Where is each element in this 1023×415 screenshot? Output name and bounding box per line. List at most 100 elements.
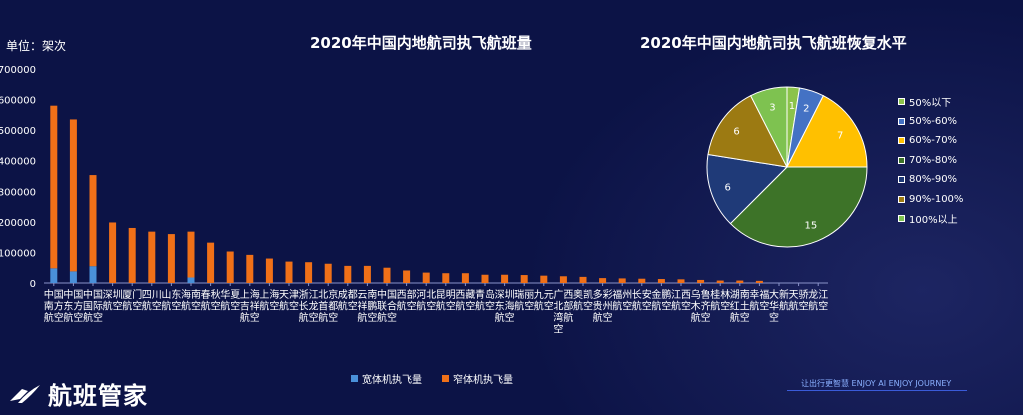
bar-segment bbox=[89, 266, 97, 283]
x-tick-label: 九元航空 bbox=[534, 289, 554, 313]
legend-label: 50%-60% bbox=[909, 115, 958, 127]
x-tick-label: 江西航空 bbox=[671, 289, 691, 313]
x-tick-label: 海南航空 bbox=[181, 288, 201, 313]
pie-legend-item: 50%以下 bbox=[898, 92, 963, 112]
y-tick-label: 400000 bbox=[0, 157, 36, 168]
pie-slice-value-label: 1 bbox=[789, 101, 795, 112]
bar-segment bbox=[363, 265, 371, 283]
bar-segment bbox=[383, 267, 391, 283]
bar-segment bbox=[755, 280, 763, 283]
x-tick-label: 中国南方航空 bbox=[44, 288, 64, 324]
x-tick-label: 福州航空 bbox=[612, 288, 632, 313]
x-tick-label: 瑞丽航空 bbox=[514, 289, 534, 313]
x-tick-label: 华夏航空 bbox=[220, 288, 240, 313]
legend-label: 60%-70% bbox=[909, 135, 958, 147]
x-tick-label: 山东航空 bbox=[161, 288, 181, 313]
y-tick-label: 500000 bbox=[0, 126, 36, 137]
legend-label: 100%以上 bbox=[909, 215, 958, 227]
legend-swatch bbox=[898, 215, 905, 223]
bar-segment bbox=[324, 263, 332, 283]
legend-label: 宽体机执飞量 bbox=[362, 375, 422, 386]
bar-chart: 0 100000 200000 300000 400000 500000 600000 700… bbox=[0, 65, 828, 336]
legend-label: 80%-90% bbox=[909, 174, 958, 186]
legend-label: 90%-100% bbox=[909, 193, 964, 205]
bar-segment bbox=[638, 278, 646, 283]
bar-segment bbox=[618, 278, 626, 283]
bar-legend-item: 宽体机执飞量 bbox=[351, 371, 422, 386]
legend-swatch bbox=[898, 137, 905, 145]
brand-slogan: 让出行更智慧 ENJOY AI ENJOY JOURNEY bbox=[801, 379, 952, 388]
bar-segment bbox=[716, 280, 724, 283]
x-tick-label: 春秋航空 bbox=[201, 288, 221, 313]
y-tick-label: 0 bbox=[30, 279, 36, 290]
x-tick-label: 乌鲁木齐航空 bbox=[691, 288, 711, 324]
bar-legend: 宽体机执飞量 窄体机执飞量 bbox=[351, 371, 533, 386]
x-tick-label: 西部航空 bbox=[397, 288, 417, 313]
bar-segment bbox=[285, 261, 293, 283]
bar-segment bbox=[736, 280, 744, 283]
x-tick-label: 厦门航空 bbox=[122, 288, 142, 313]
bar-segment bbox=[579, 276, 587, 283]
bar-segment bbox=[69, 271, 77, 283]
pie-slice bbox=[707, 95, 788, 168]
x-tick-label: 北京首都航空 bbox=[318, 288, 338, 324]
bar-segment bbox=[226, 251, 234, 283]
x-tick-label: 四川航空 bbox=[142, 290, 162, 313]
slogan-underline bbox=[787, 390, 967, 391]
legend-swatch bbox=[898, 98, 905, 106]
bar-segment bbox=[187, 277, 195, 283]
pie-slice-value-label: 6 bbox=[724, 182, 730, 193]
airplane-logo-icon bbox=[10, 384, 40, 403]
pie-legend-item: 100%以上 bbox=[898, 209, 963, 229]
x-tick-label: 青岛航空 bbox=[475, 288, 495, 313]
x-tick-label: 大新华航空 bbox=[769, 288, 789, 324]
brand-name: 航班管家 bbox=[48, 382, 148, 410]
y-tick-label: 600000 bbox=[0, 96, 36, 107]
x-tick-label: 奥凯航空 bbox=[573, 288, 593, 313]
y-tick-label: 200000 bbox=[0, 218, 36, 229]
x-tick-label: 天津航空 bbox=[279, 289, 299, 313]
pie-chart: 1 2 7 15 6 6 3 bbox=[706, 86, 868, 248]
bar-segment bbox=[305, 262, 313, 283]
legend-swatch bbox=[442, 375, 449, 382]
bar-segment bbox=[50, 105, 58, 269]
bar-segment bbox=[344, 265, 352, 283]
pie-legend-item: 60%-70% bbox=[898, 131, 963, 151]
pie-slice-value-label: 3 bbox=[769, 102, 775, 113]
x-tick-label: 中国东方航空 bbox=[63, 288, 83, 324]
bar-segment bbox=[697, 279, 705, 283]
pie-legend-item: 70%-80% bbox=[898, 151, 963, 171]
bar-segment bbox=[89, 175, 97, 267]
pie-slice bbox=[706, 153, 789, 225]
bar-segment bbox=[265, 258, 273, 283]
y-tick-label: 100000 bbox=[0, 248, 36, 259]
legend-swatch bbox=[898, 176, 905, 184]
y-axis-unit-label: 单位：架次 bbox=[6, 39, 67, 53]
bar-segment bbox=[481, 274, 489, 283]
x-tick-label: 天骄航空 bbox=[789, 289, 809, 313]
x-tick-label: 桂林航空 bbox=[710, 288, 730, 313]
x-tick-label: 河北航空 bbox=[416, 289, 436, 313]
y-tick-label: 300000 bbox=[0, 187, 36, 198]
bar-segment bbox=[540, 275, 548, 283]
x-tick-label: 深圳航空 bbox=[103, 289, 123, 313]
pie-legend-item: 90%-100% bbox=[898, 190, 963, 210]
bar-segment bbox=[69, 119, 77, 272]
x-tick-label: 上海航空 bbox=[259, 288, 279, 313]
x-tick-label: 长安航空 bbox=[632, 288, 652, 313]
bar-segment bbox=[501, 274, 509, 283]
x-tick-label: 中国联合航空 bbox=[377, 288, 397, 324]
pie-legend-item: 50%-60% bbox=[898, 112, 963, 132]
legend-label: 50%以下 bbox=[909, 98, 952, 110]
y-tick-label: 700000 bbox=[0, 65, 36, 76]
bar-segment bbox=[50, 268, 58, 283]
x-tick-label: 上海吉祥航空 bbox=[240, 288, 260, 324]
x-tick-label: 成都航空 bbox=[338, 289, 358, 313]
bar-segment bbox=[207, 242, 215, 283]
brand-logo: 航班管家 bbox=[8, 376, 148, 411]
x-tick-label: 金鹏航空 bbox=[651, 288, 671, 313]
pie-slice-value-label: 7 bbox=[837, 130, 843, 141]
pie-legend-item: 80%-90% bbox=[898, 170, 963, 190]
pie-chart-title: 2020年中国内地航司执飞航班恢复水平 bbox=[640, 34, 907, 52]
x-tick-label: 浙江长龙航空 bbox=[299, 289, 319, 324]
